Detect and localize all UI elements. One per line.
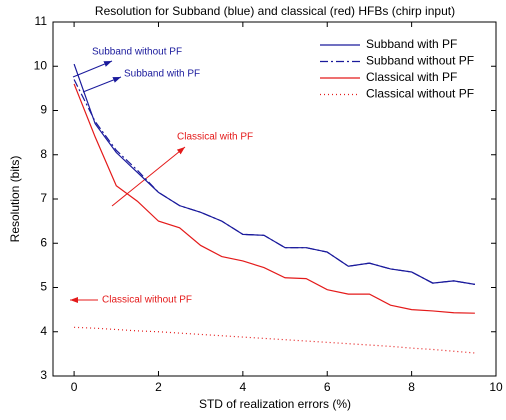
series-line: [73, 79, 476, 285]
arrow: [72, 60, 113, 78]
legend-label: Subband with PF: [366, 37, 457, 51]
annotations: Subband without PF Subband with PF Class…: [70, 47, 253, 306]
y-tick-label: 11: [35, 14, 48, 28]
legend-label: Classical without PF: [366, 87, 474, 101]
legend-label: Subband without PF: [366, 54, 474, 68]
x-tick-label: 6: [324, 380, 331, 394]
x-tick-label: 2: [155, 380, 162, 394]
x-tick-label: 10: [489, 380, 503, 394]
x-tick-label: 4: [240, 380, 247, 394]
annotation: Subband without PF: [92, 47, 182, 58]
y-tick-label: 6: [40, 235, 47, 249]
annotation: Classical with PF: [177, 132, 253, 143]
x-tick-label: 0: [71, 380, 78, 394]
arrow: [82, 76, 122, 93]
x-tick-label: 8: [408, 380, 415, 394]
y-tick-label: 8: [40, 147, 47, 161]
x-axis-label: STD of realization errors (%): [199, 397, 351, 411]
legend-label: Classical with PF: [366, 70, 457, 84]
series-line: [73, 83, 475, 314]
y-tick-label: 4: [40, 324, 47, 338]
series-line: [74, 326, 475, 354]
chart-title: Resolution for Subband (blue) and classi…: [95, 4, 455, 18]
annotation: Classical without PF: [102, 295, 192, 306]
annotation: Subband with PF: [124, 69, 200, 80]
arrow: [111, 146, 186, 207]
y-tick-label: 5: [40, 280, 47, 294]
y-axis-label: Resolution (bits): [8, 156, 22, 243]
y-tick-label: 3: [40, 368, 47, 382]
y-tick-label: 9: [40, 103, 47, 117]
y-tick-label: 10: [34, 58, 48, 72]
y-tick-label: 7: [40, 191, 47, 205]
